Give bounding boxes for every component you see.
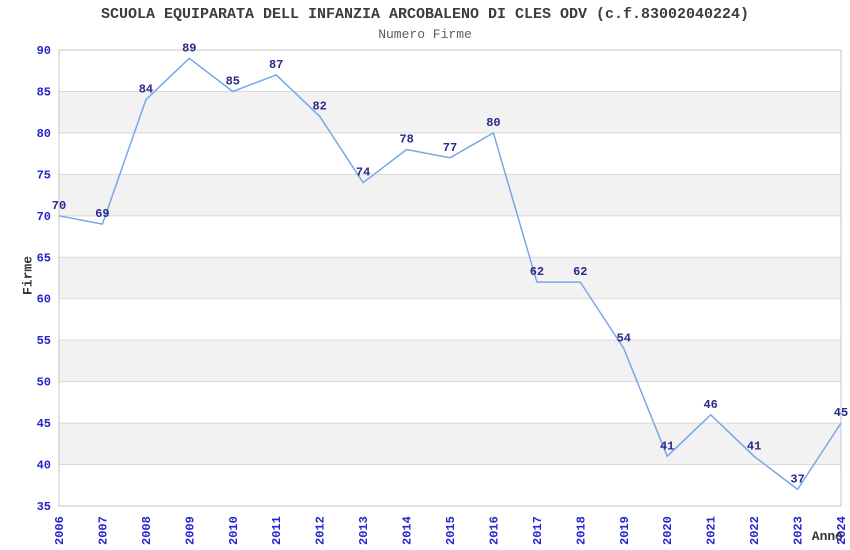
- data-point-label: 82: [312, 99, 326, 113]
- chart-subtitle: Numero Firme: [378, 27, 472, 42]
- y-tick-label: 65: [37, 251, 51, 265]
- x-tick-label: 2006: [53, 516, 67, 545]
- data-point-label: 41: [747, 439, 761, 453]
- band: [59, 423, 841, 465]
- x-tick-label: 2008: [140, 516, 154, 545]
- data-point-label: 89: [182, 41, 196, 55]
- data-point-label: 62: [530, 265, 544, 279]
- band: [59, 257, 841, 299]
- y-tick-label: 40: [37, 459, 51, 473]
- data-point-label: 41: [660, 439, 674, 453]
- x-tick-label: 2022: [748, 516, 762, 545]
- x-tick-label: 2016: [487, 516, 501, 545]
- x-tick-label: 2013: [357, 516, 371, 545]
- y-tick-label: 85: [37, 85, 51, 99]
- y-tick-label: 90: [37, 44, 51, 58]
- x-tick-label: 2024: [835, 516, 849, 545]
- y-tick-labels: 35 40 45 50 55 60 65 70 75 80 85 90: [37, 44, 51, 514]
- x-tick-label: 2023: [792, 516, 806, 545]
- series-line: [58, 57, 842, 491]
- series-line-group: [58, 57, 842, 491]
- point-labels: 70 69 84 89 85 87 82 74 78 77 80 62 62 54 41 46 41 37 45: [52, 41, 848, 486]
- data-point-label: 37: [790, 472, 804, 486]
- plot-bands: [59, 91, 841, 465]
- x-tick-label: 2011: [270, 516, 284, 545]
- data-point-label: 62: [573, 265, 587, 279]
- plot-border-rect: [58, 49, 842, 507]
- x-axis-label: Anno: [811, 529, 843, 544]
- x-tick-label: 2015: [444, 516, 458, 545]
- data-point-label: 78: [399, 133, 413, 147]
- chart-title: SCUOLA EQUIPARATA DELL INFANZIA ARCOBALE…: [100, 6, 750, 23]
- y-axis-label: Firme: [20, 256, 36, 296]
- data-point-label: 77: [443, 141, 457, 155]
- y-tick-label: 35: [37, 500, 51, 514]
- data-point-label: 80: [486, 116, 500, 130]
- y-tick-label: 55: [37, 334, 51, 348]
- data-point-label: 74: [356, 166, 370, 180]
- y-tick-label: 60: [37, 293, 51, 307]
- data-point-label: 69: [95, 207, 109, 221]
- x-tick-label: 2009: [183, 516, 197, 545]
- x-tick-label: 2014: [401, 516, 415, 545]
- x-tick-label: 2018: [574, 516, 588, 545]
- data-point-label: 54: [617, 332, 631, 346]
- x-tick-label: 2012: [314, 516, 328, 545]
- band: [59, 91, 841, 133]
- data-point-label: 84: [139, 83, 153, 97]
- y-tick-label: 45: [37, 417, 51, 431]
- data-point-label: 85: [226, 75, 240, 89]
- band: [59, 340, 841, 382]
- x-tick-label: 2020: [661, 516, 675, 545]
- x-tick-label: 2019: [618, 516, 632, 545]
- data-point-label: 46: [703, 398, 717, 412]
- data-point-label: 87: [269, 58, 283, 72]
- y-tick-label: 50: [37, 376, 51, 390]
- x-tick-label: 2017: [531, 516, 545, 545]
- y-tick-label: 70: [37, 210, 51, 224]
- x-tick-label: 2021: [705, 516, 719, 545]
- x-tick-label: 2007: [96, 516, 110, 545]
- y-tick-label: 75: [37, 168, 51, 182]
- x-tick-label: 2010: [227, 516, 241, 545]
- band: [59, 174, 841, 216]
- plot-border: [58, 49, 842, 507]
- y-tick-label: 80: [37, 127, 51, 141]
- data-point-label: 70: [52, 199, 66, 213]
- data-point-label: 45: [834, 406, 848, 420]
- x-tick-labels: 2006 2007 2008 2009 2010 2011 2012 2013 2014 2015…: [53, 516, 849, 545]
